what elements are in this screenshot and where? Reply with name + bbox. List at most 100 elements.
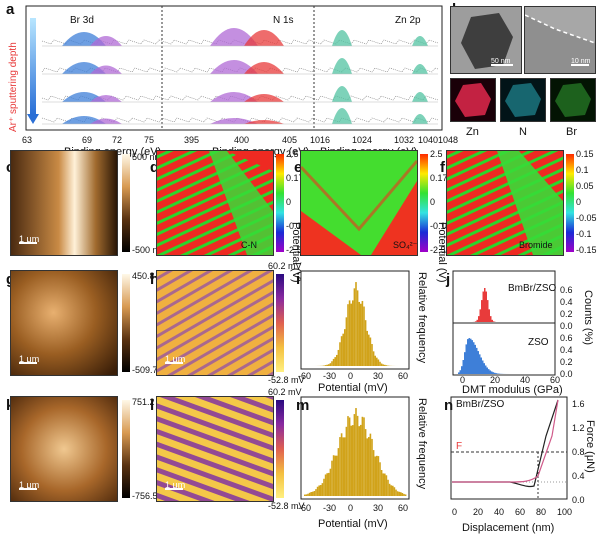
panel-label-l: l xyxy=(150,397,155,414)
i-ylabel: Relative frequency xyxy=(416,272,428,364)
histogram-bar xyxy=(313,490,316,496)
xps-peak-fit xyxy=(412,114,428,124)
histogram-bar xyxy=(380,363,383,366)
histogram-bar-zso xyxy=(465,344,467,374)
e-cbar-tick: -0.17 xyxy=(430,221,451,231)
histogram-bar-bmbr xyxy=(485,291,487,322)
f-cbar-tick: 0.05 xyxy=(576,181,594,191)
histogram-bar xyxy=(329,468,332,496)
n-xtick: 20 xyxy=(473,507,484,517)
a-tick: 395 xyxy=(184,135,200,145)
panel-label-a: a xyxy=(6,1,15,18)
xps-peak-fit xyxy=(332,86,352,102)
histogram-bar xyxy=(336,354,338,366)
histogram-bar xyxy=(332,358,335,366)
histogram-bar xyxy=(304,494,306,496)
h-cmin: -52.8 mV xyxy=(268,375,305,385)
peak-label-br: Br 3d xyxy=(70,15,94,26)
kpfm-map-h: 1 μm xyxy=(156,270,274,376)
afm-height-g: 1 μm xyxy=(10,270,118,376)
xps-peak-fit xyxy=(210,60,258,74)
histogram-bar-zso xyxy=(461,366,463,374)
corner-d: C-N xyxy=(241,240,257,250)
histogram-bar xyxy=(324,474,327,496)
histogram-bar-zso xyxy=(459,370,461,374)
histogram-bar xyxy=(334,455,336,496)
histogram-bar xyxy=(342,333,344,366)
n-ytick: 0.0 xyxy=(572,495,585,505)
n-xtick: 60 xyxy=(515,507,526,517)
histogram-bar xyxy=(377,456,380,496)
histogram-bar-zso xyxy=(489,370,491,374)
d-cbar-tick: 0.17 xyxy=(286,173,304,183)
k-cmax: 751.2 nm xyxy=(132,397,170,407)
histogram-bar xyxy=(353,414,356,496)
i-xlabel: Potential (mV) xyxy=(318,382,388,394)
histogram-bar xyxy=(324,365,327,366)
histogram-bar-zso xyxy=(471,340,473,374)
scale-g: 1 μm xyxy=(19,354,40,364)
colorbar-g xyxy=(122,274,130,372)
e-cbar-tick: 2.5 xyxy=(430,149,443,159)
potential-histogram-i xyxy=(300,270,410,370)
colorbar-h xyxy=(276,274,284,372)
g-cmin: -509.7 nm xyxy=(132,365,173,375)
histogram-bar xyxy=(356,290,359,366)
histogram-bar-bmbr xyxy=(493,321,495,322)
tem-image-low: 50 nm xyxy=(450,6,522,74)
histogram-bar xyxy=(382,364,384,366)
g-cmax: 450.8 nm xyxy=(132,271,170,281)
a-tick: 1040 xyxy=(418,135,439,145)
histogram-bar xyxy=(390,485,392,496)
histogram-bar xyxy=(352,300,354,366)
tem-scale-2: 10 nm xyxy=(571,58,591,65)
histogram-bar-zso xyxy=(488,369,490,374)
n-xtick: 80 xyxy=(536,507,547,517)
colorbar-e xyxy=(420,154,428,252)
histogram-bar xyxy=(403,493,405,496)
i-tick: -60 xyxy=(298,371,312,381)
i-tick: 0 xyxy=(348,371,354,381)
a-tick: 75 xyxy=(144,135,155,145)
histogram-bar xyxy=(320,485,322,496)
eds-label-zn: Zn xyxy=(466,126,479,138)
e-cbar-tick: 0 xyxy=(430,197,436,207)
histogram-bar xyxy=(332,455,335,496)
xps-peak-fit xyxy=(412,92,428,102)
histogram-bar xyxy=(331,361,333,366)
d-cbar-tick: 2.5 xyxy=(286,149,299,159)
histogram-bar xyxy=(393,487,396,496)
a-ylabel: Ar⁺ sputtering depth xyxy=(8,42,19,132)
histogram-bar xyxy=(339,342,341,366)
histogram-bar xyxy=(371,438,373,496)
i-tick: 30 xyxy=(373,371,384,381)
peak-label-n: N 1s xyxy=(273,15,294,26)
afm-height-c: 1 μm xyxy=(10,150,118,256)
m-ylabel: Relative frequency xyxy=(416,398,428,490)
corner-f: Bromide xyxy=(519,240,553,250)
histogram-bar xyxy=(347,416,349,496)
f-cbar-tick: -0.1 xyxy=(576,229,592,239)
f-cbar-tick: 0.15 xyxy=(576,149,594,159)
histogram-bar-zso xyxy=(494,372,496,374)
j-ytick: 0.6 xyxy=(560,333,573,343)
histogram-bar xyxy=(321,483,324,496)
j-ytick: 0.2 xyxy=(560,309,573,319)
m-tick: 30 xyxy=(373,503,384,513)
j-ytick: 0.2 xyxy=(560,357,573,367)
histogram-bar xyxy=(352,425,354,496)
histogram-bar-bmbr xyxy=(475,321,477,322)
histogram-bar-zso xyxy=(477,351,479,374)
xps-peak-fit xyxy=(90,65,122,74)
panel-label-e: e xyxy=(294,159,303,176)
j-ytick: 0.0 xyxy=(560,369,573,379)
histogram-bar xyxy=(376,357,378,366)
afm-height-k: 1 μm xyxy=(10,396,118,502)
eds-map-n xyxy=(500,78,546,122)
histogram-bar xyxy=(323,478,325,496)
histogram-bar-bmbr xyxy=(491,319,493,322)
d-cbar-tick: -2.5 xyxy=(286,245,302,255)
j-ytick: 0.6 xyxy=(560,285,573,295)
histogram-bar xyxy=(396,491,399,496)
histogram-bar xyxy=(376,455,378,496)
